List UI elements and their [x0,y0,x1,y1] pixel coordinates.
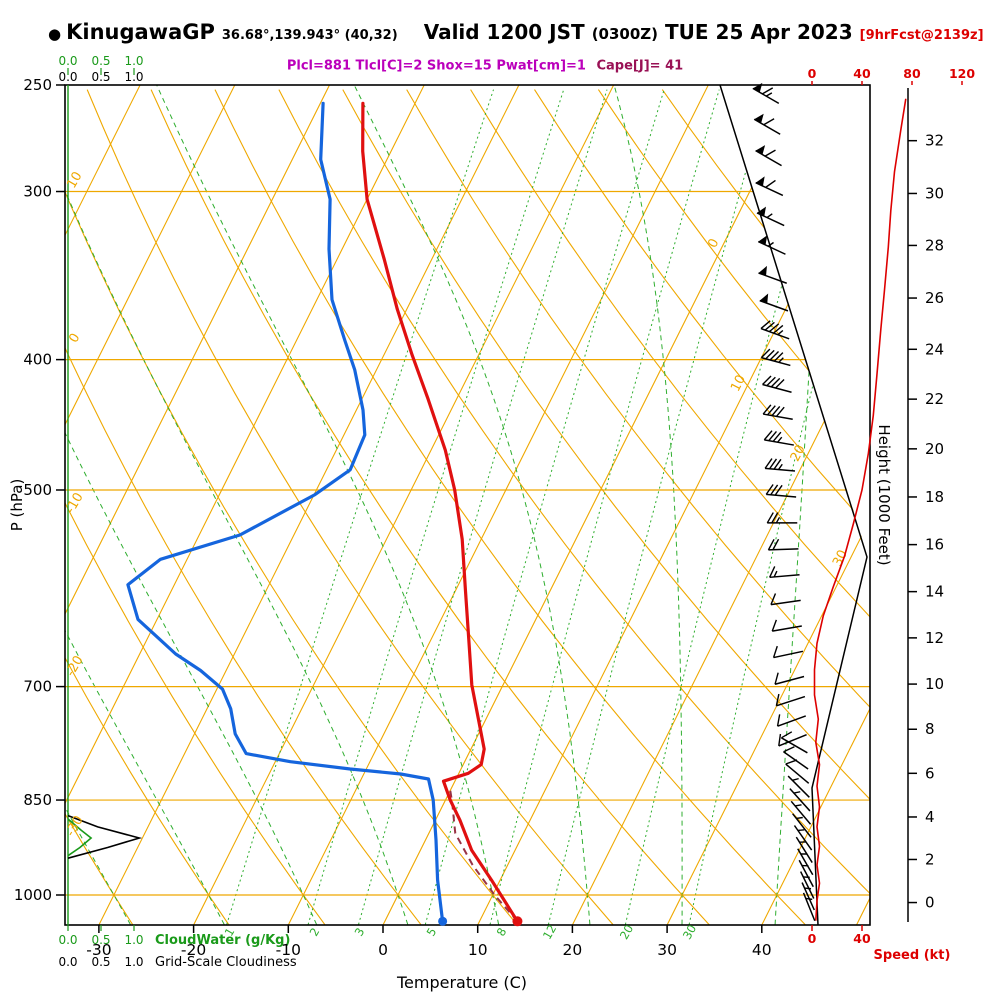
svg-text:700: 700 [23,678,52,696]
wind-speed-curve [813,98,907,921]
cloud-profiles [67,85,143,925]
svg-text:10: 10 [64,169,85,191]
svg-text:500: 500 [23,481,52,499]
svg-text:40: 40 [853,931,871,946]
svg-text:20: 20 [617,922,636,942]
svg-text:1000: 1000 [14,886,52,904]
svg-text:10: 10 [925,675,944,693]
svg-text:0.5: 0.5 [91,70,110,84]
svg-text:0.0: 0.0 [58,933,77,947]
svg-text:22: 22 [925,390,944,408]
cape-text: Cape[J]= 41 [596,58,684,74]
svg-text:40: 40 [752,941,772,959]
temperature-profile [361,101,519,923]
svg-text:14: 14 [925,583,944,601]
background-grid [65,85,870,925]
svg-text:300: 300 [23,183,52,201]
cloudiness-axis-label: Grid-Scale Cloudiness [155,955,297,970]
svg-text:20: 20 [788,443,809,465]
svg-text:0: 0 [66,331,83,346]
svg-text:40: 40 [853,66,871,81]
stability-indices: Plcl=881 Tlcl[C]=2 Shox=15 Pwat[cm]=1 Ca… [287,59,683,74]
cloudwater-axis-label: CloudWater (g/Kg) [155,933,291,948]
valid-time: Valid 1200 JST [423,20,585,44]
plot-frame [64,84,871,926]
svg-text:-20: -20 [181,941,206,959]
svg-text:12: 12 [925,629,944,647]
svg-text:1.0: 1.0 [124,955,143,969]
svg-text:28: 28 [925,236,944,254]
svg-text:24: 24 [925,340,944,358]
svg-text:-30: -30 [86,941,111,959]
svg-text:-20: -20 [63,653,87,679]
svg-text:16: 16 [925,536,944,554]
svg-text:30: 30 [925,184,944,202]
svg-text:5: 5 [424,925,440,938]
svg-text:18: 18 [925,488,944,506]
sounding-profiles [126,101,523,927]
svg-text:250: 250 [23,76,52,94]
indices-text: Plcl=881 Tlcl[C]=2 Shox=15 Pwat[cm]=1 [286,58,586,74]
station-name: KinugawaGP [66,20,215,44]
svg-text:6: 6 [925,764,935,782]
valid-time-z: (0300Z) [591,25,659,43]
svg-text:2: 2 [307,925,323,938]
svg-text:2: 2 [925,850,935,868]
svg-text:0.5: 0.5 [91,54,110,68]
svg-text:20: 20 [925,440,944,458]
svg-text:30: 30 [680,922,699,942]
svg-text:20: 20 [563,941,583,959]
svg-text:12: 12 [540,922,559,942]
surface-dewpoint-dot [438,916,448,926]
svg-text:1.0: 1.0 [124,933,143,947]
dewpoint-profile [126,101,445,923]
svg-text:32: 32 [925,132,944,150]
svg-text:0: 0 [808,66,817,81]
speed-axis-label: Speed (kt) [873,948,951,963]
surface-temp-dot [512,916,523,927]
svg-text:8: 8 [494,925,510,938]
svg-text:-10: -10 [63,490,87,516]
station-coords: 36.68°,139.943° (40,32) [221,28,398,43]
temperature-axis-label: Temperature (C) [396,973,528,992]
svg-text:0.0: 0.0 [58,955,77,969]
svg-text:120: 120 [949,66,975,81]
svg-text:0.5: 0.5 [91,933,110,947]
svg-text:0.5: 0.5 [91,955,110,969]
svg-text:4: 4 [925,808,935,826]
svg-text:0: 0 [705,236,722,250]
svg-text:1.0: 1.0 [124,54,143,68]
svg-text:30: 30 [657,941,677,959]
station-bullet: ● [48,25,62,43]
svg-text:3: 3 [352,925,368,938]
svg-text:10: 10 [728,373,749,395]
svg-text:0: 0 [808,931,817,946]
svg-text:0.0: 0.0 [58,70,77,84]
svg-text:0.0: 0.0 [58,54,77,68]
svg-text:26: 26 [925,289,944,307]
svg-text:8: 8 [925,720,935,738]
svg-text:0: 0 [925,894,935,912]
svg-text:1.0: 1.0 [124,70,143,84]
wind-barbs [752,82,816,922]
svg-text:1: 1 [222,925,238,938]
svg-text:850: 850 [23,791,52,809]
svg-text:0: 0 [378,941,388,959]
svg-text:80: 80 [903,66,921,81]
chart-header: ● KinugawaGP 36.68°,139.943° (40,32) Val… [48,20,984,44]
svg-text:400: 400 [23,351,52,369]
valid-date: TUE 25 Apr 2023 [665,20,853,44]
svg-text:10: 10 [468,941,488,959]
svg-text:-10: -10 [276,941,301,959]
forecast-tag: [9hrFcst@2139z] [859,28,984,43]
